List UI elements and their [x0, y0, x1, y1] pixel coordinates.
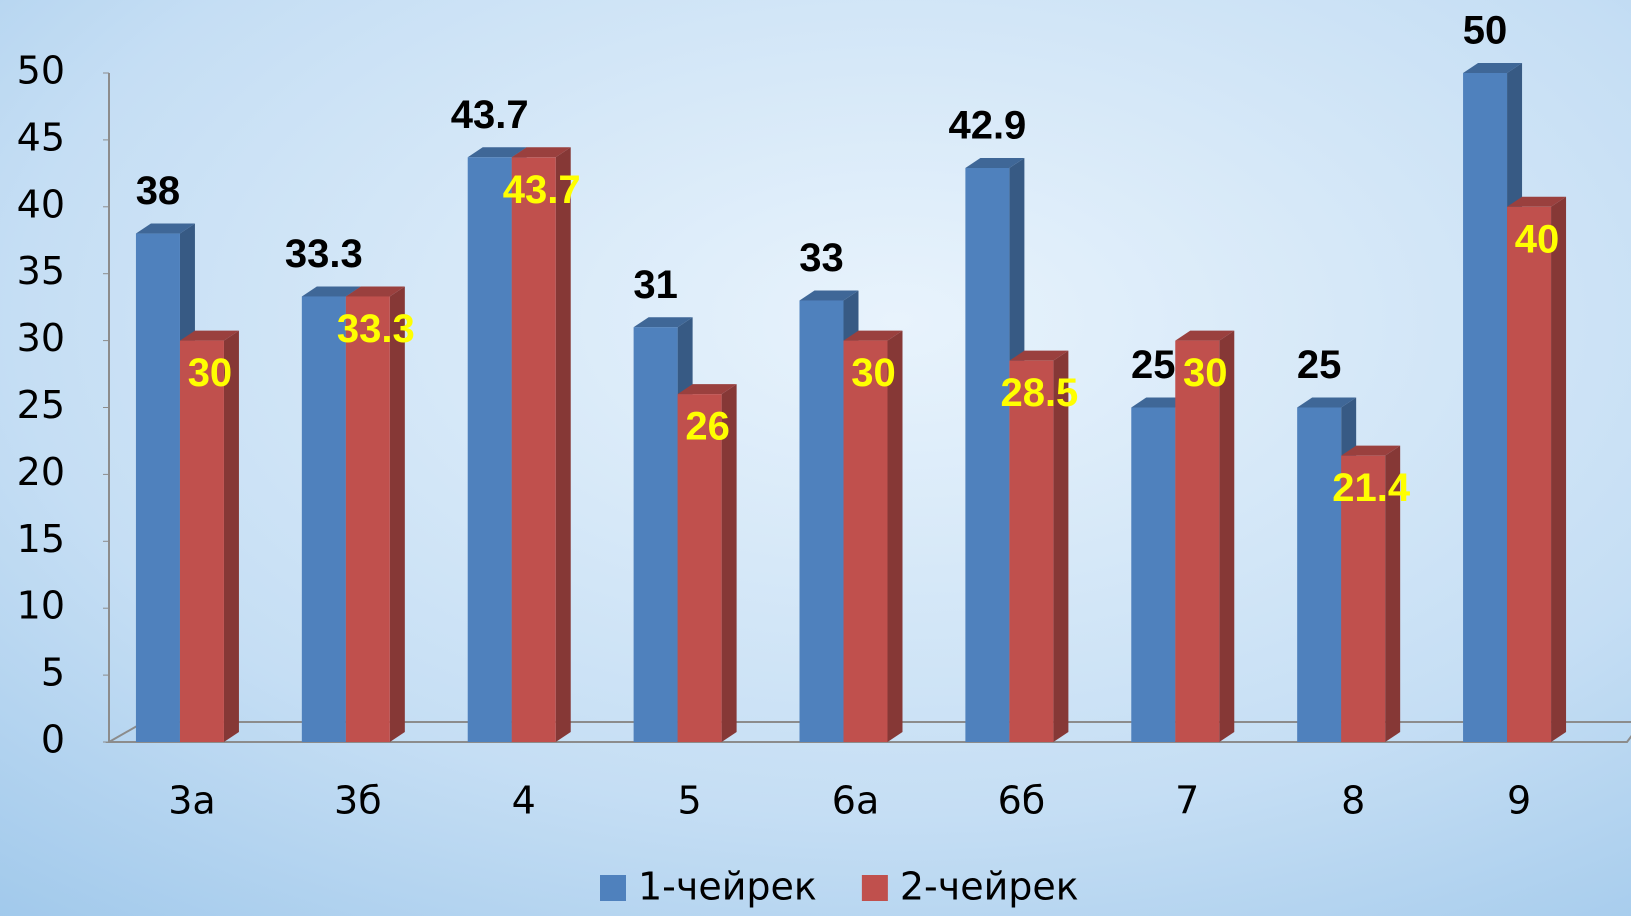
y-tick-label: 15 [17, 517, 65, 561]
y-tick-label: 40 [17, 182, 65, 226]
y-tick-label: 30 [17, 316, 65, 360]
bar [512, 147, 571, 742]
data-label: 30 [851, 351, 896, 395]
y-tick-label: 5 [41, 651, 65, 695]
bar-front [302, 296, 346, 742]
x-tick-label: 8 [1341, 779, 1365, 823]
data-label: 33.3 [285, 232, 363, 276]
bar-front [1463, 73, 1507, 742]
data-label: 21.4 [1332, 466, 1411, 510]
x-tick-label: 7 [1175, 779, 1199, 823]
bar-side [390, 286, 405, 742]
bar-front [844, 341, 888, 742]
y-tick-label: 45 [17, 115, 65, 159]
data-label: 43.7 [451, 93, 529, 137]
data-label: 38 [136, 169, 181, 213]
x-tick-label: 4 [512, 779, 536, 823]
bar-front [800, 300, 844, 742]
bar-front [1507, 207, 1551, 742]
legend-swatch [862, 875, 888, 901]
data-label: 31 [633, 263, 678, 307]
y-tick-label: 35 [17, 249, 65, 293]
x-tick-label: 6б [998, 779, 1046, 823]
data-label: 33.3 [337, 307, 415, 351]
data-label: 30 [188, 351, 233, 395]
legend-swatch [600, 875, 626, 901]
bar-front [1131, 408, 1175, 743]
bar-front [1175, 341, 1219, 742]
bar-front [180, 341, 224, 742]
data-label: 50 [1463, 9, 1508, 53]
bar-side [1551, 197, 1566, 742]
bar-front [512, 157, 556, 742]
y-tick-label: 20 [17, 450, 65, 494]
bar-front [346, 296, 390, 742]
legend-label: 2-чейрек [900, 865, 1079, 909]
bar-front [634, 327, 678, 742]
bar [346, 286, 405, 742]
x-tick-label: 6а [832, 779, 879, 823]
x-tick-label: 3б [334, 779, 382, 823]
bar-front [1297, 408, 1341, 743]
data-label: 42.9 [948, 104, 1026, 148]
chart: 051015202530354045503а3б456а6б7893833.34… [0, 0, 1631, 916]
data-label: 30 [1183, 351, 1228, 395]
x-tick-label: 9 [1507, 779, 1531, 823]
data-label: 43.7 [503, 168, 581, 212]
bar-front [136, 234, 180, 742]
data-label: 26 [685, 405, 730, 449]
x-tick-label: 3а [168, 779, 215, 823]
data-label: 40 [1515, 217, 1560, 261]
y-tick-label: 50 [17, 49, 65, 93]
bar-front [1009, 361, 1053, 742]
y-tick-label: 0 [41, 718, 65, 762]
data-label: 25 [1297, 343, 1342, 387]
y-tick-label: 10 [17, 584, 65, 628]
legend-label: 1-чейрек [638, 865, 817, 909]
bar-side [556, 147, 571, 742]
bar [1507, 197, 1566, 742]
data-label: 28.5 [1000, 371, 1078, 415]
bar-front [468, 157, 512, 742]
data-label: 33 [799, 236, 844, 280]
bar-front [965, 168, 1009, 742]
y-tick-label: 25 [17, 383, 65, 427]
x-tick-label: 5 [678, 779, 702, 823]
data-label: 25 [1131, 343, 1176, 387]
